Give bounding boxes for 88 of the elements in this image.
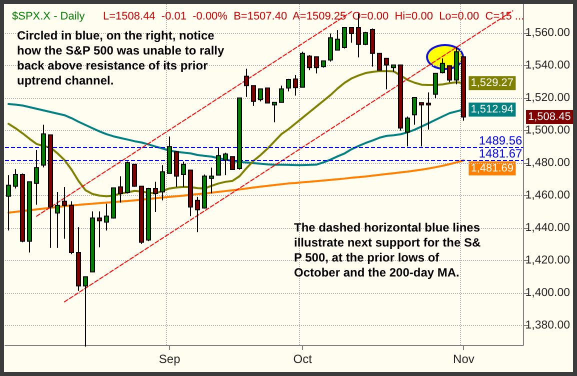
candlestick (419, 102, 424, 147)
y-tick-label: 1,560.00 (525, 27, 570, 40)
candlestick (181, 161, 186, 188)
y-tick-label: 1,420.00 (525, 254, 570, 267)
candlestick (258, 88, 263, 102)
candlestick (153, 181, 158, 213)
candlestick (223, 152, 228, 176)
candlestick (286, 78, 291, 92)
candlestick (69, 200, 74, 255)
y-tick-label: 1,440.00 (525, 222, 570, 234)
candlestick (90, 210, 95, 272)
ref-line-label: 1489.56 (478, 134, 523, 148)
candlestick (391, 64, 396, 72)
candlestick (300, 51, 305, 88)
candlestick (307, 54, 312, 71)
candlestick (321, 60, 326, 68)
candlestick (174, 150, 179, 188)
candlestick (237, 98, 242, 170)
annotation: The dashed horizontal blue lines illustrate next support for the S&P 500, at the prior lows of October and the 200-day MA. (294, 220, 484, 280)
candlestick (370, 28, 375, 68)
candlestick (167, 136, 172, 174)
x-tick-label: Sep (158, 352, 181, 366)
candlestick (125, 161, 130, 194)
candlestick (426, 92, 431, 130)
candlestick (97, 210, 102, 248)
candlestick (6, 174, 11, 232)
candlestick (251, 85, 256, 106)
candlestick (104, 203, 109, 232)
candlestick (293, 74, 298, 96)
x-tick-label: Oct (293, 352, 313, 366)
candlestick (461, 56, 466, 122)
candlestick (265, 87, 270, 104)
candlestick (363, 31, 368, 46)
candlestick (27, 181, 32, 253)
candlestick (230, 156, 235, 170)
candlestick (111, 186, 116, 220)
candlestick (328, 33, 333, 62)
candlestick (279, 85, 284, 104)
x-tick-label: Nov (453, 352, 474, 366)
y-tick-label: 1,460.00 (525, 190, 570, 202)
y-tick-label: 1,400.00 (525, 287, 570, 300)
candlestick (384, 58, 389, 90)
candlestick (188, 170, 193, 217)
y-tick-label: 1,500.00 (525, 124, 570, 137)
candlestick (34, 149, 39, 206)
candlestick (398, 64, 403, 132)
ref-line-label: 1481.67 (478, 146, 523, 160)
candlestick (216, 147, 221, 176)
candlestick (412, 97, 417, 126)
candlestick (335, 30, 340, 51)
candlestick (454, 46, 459, 85)
candlestick (202, 174, 207, 210)
candlestick (48, 134, 53, 248)
candlestick (244, 68, 249, 98)
candlestick (13, 168, 18, 189)
candlestick (41, 124, 46, 168)
candlestick (83, 276, 88, 348)
data-label: 1,512.94 (470, 104, 514, 116)
line-series (8, 159, 465, 214)
candlestick (349, 27, 354, 44)
candlestick (118, 176, 123, 204)
candlestick (342, 27, 347, 49)
y-tick-label: 1,380.00 (525, 320, 570, 332)
text: 1,508.45 (528, 111, 571, 124)
text: $SPX.X - Daily (12, 10, 86, 22)
candlestick (272, 102, 277, 123)
candlestick (195, 196, 200, 233)
candlestick (440, 58, 445, 74)
candlestick (139, 186, 144, 244)
candlestick (377, 52, 382, 71)
candlestick (55, 192, 60, 248)
data-label: 1,481.69 (470, 162, 514, 174)
candlestick (209, 167, 214, 194)
candlestick (405, 116, 410, 147)
candlestick (146, 187, 151, 242)
candlestick (433, 72, 438, 99)
candlestick (76, 226, 81, 292)
annotation: Circled in blue, on the right, notice how the S&P 500 was unable to rally back above resistance of its prior uptrend channel. (17, 28, 228, 88)
candlestick (447, 65, 452, 83)
candlestick (132, 163, 137, 188)
candlestick (62, 186, 67, 240)
y-tick-label: 1,540.00 (525, 60, 570, 72)
y-tick-label: 1,520.00 (525, 92, 570, 104)
y-tick-label: 1,480.00 (525, 157, 570, 170)
data-label: 1,529.27 (470, 77, 514, 90)
candlestick (160, 164, 165, 201)
candlestick (20, 173, 25, 243)
candlestick (314, 56, 319, 74)
